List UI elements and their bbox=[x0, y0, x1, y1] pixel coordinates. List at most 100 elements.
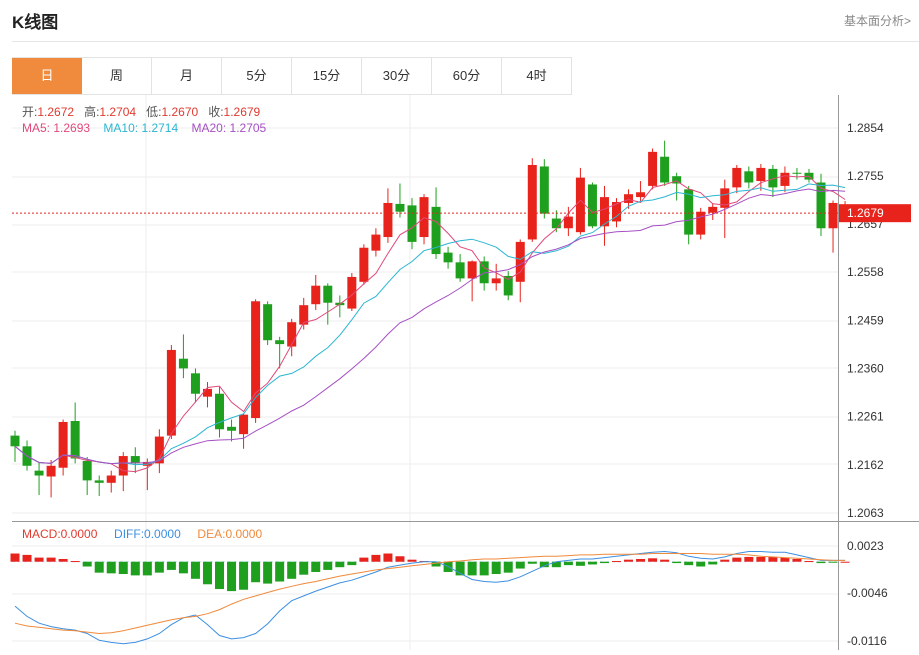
candle-body bbox=[467, 261, 477, 279]
candle-body bbox=[299, 305, 309, 325]
macd-bar bbox=[58, 558, 68, 562]
macd-bar bbox=[239, 561, 249, 590]
macd-bar bbox=[407, 559, 417, 562]
macd-bar bbox=[359, 557, 369, 562]
macd-bar bbox=[142, 561, 152, 576]
tab-day[interactable]: 日 bbox=[12, 58, 82, 94]
candle-body bbox=[648, 151, 658, 186]
macd-bar bbox=[720, 559, 730, 562]
macd-bar bbox=[323, 561, 333, 570]
tab-week[interactable]: 周 bbox=[82, 58, 152, 94]
macd-bar bbox=[648, 558, 658, 562]
candle-body bbox=[347, 276, 357, 309]
macd-bar bbox=[395, 556, 405, 562]
macd-bar bbox=[467, 561, 477, 576]
last-price-marker: 1.2679 bbox=[12, 204, 911, 223]
fundamental-analysis-link[interactable]: 基本面分析> bbox=[843, 14, 911, 28]
last-price-label: 1.2679 bbox=[847, 206, 884, 220]
candle-body bbox=[58, 421, 68, 468]
macd-bar bbox=[527, 561, 537, 564]
macd-bar bbox=[94, 561, 104, 573]
macd-bar bbox=[10, 553, 20, 562]
tab-month[interactable]: 月 bbox=[152, 58, 222, 94]
macd-tick-label: 0.0023 bbox=[847, 539, 884, 553]
macd-bar bbox=[539, 561, 549, 568]
macd-bar bbox=[780, 557, 790, 562]
tab-30min[interactable]: 30分 bbox=[362, 58, 432, 94]
macd-bar bbox=[708, 561, 718, 565]
candle-body bbox=[407, 205, 417, 242]
macd-bar bbox=[383, 553, 393, 562]
candle-body bbox=[732, 167, 742, 188]
macd-bar bbox=[202, 561, 212, 585]
candle-body bbox=[323, 285, 333, 303]
macd-bar bbox=[154, 561, 164, 573]
tab-15min[interactable]: 15分 bbox=[292, 58, 362, 94]
ma10-label: MA10: bbox=[103, 121, 139, 135]
candle-body bbox=[491, 278, 501, 284]
high-label: 高: bbox=[84, 105, 100, 119]
low-value: 1.2670 bbox=[161, 105, 199, 119]
candle-body bbox=[202, 388, 212, 397]
macd-tick-label: -0.0046 bbox=[847, 586, 888, 600]
candle-body bbox=[515, 241, 525, 282]
macd-bar bbox=[251, 561, 261, 583]
macd-bar bbox=[215, 561, 225, 590]
candle-body bbox=[154, 436, 164, 464]
candle-body bbox=[431, 206, 441, 255]
macd-bar bbox=[587, 561, 597, 565]
macd-bar bbox=[744, 556, 754, 562]
ma10-value: 1.2714 bbox=[141, 121, 179, 135]
macd-axis: 0.0023 -0.0046 -0.0116 bbox=[847, 539, 888, 648]
macd-bar bbox=[684, 561, 694, 566]
price-tick-label: 1.2755 bbox=[847, 169, 884, 183]
candle-body bbox=[816, 182, 826, 229]
macd-bar bbox=[118, 561, 128, 575]
macd-bar bbox=[660, 559, 670, 562]
macd-bar bbox=[816, 561, 826, 564]
ma20-label: MA20: bbox=[191, 121, 227, 135]
close-value: 1.2679 bbox=[223, 105, 261, 119]
open-value: 1.2672 bbox=[37, 105, 75, 119]
macd-bar bbox=[431, 561, 441, 567]
candle-body bbox=[383, 202, 393, 238]
macd-bar bbox=[22, 554, 32, 562]
candle-body bbox=[539, 166, 549, 214]
tab-4hour[interactable]: 4时 bbox=[502, 58, 572, 94]
candle-body bbox=[744, 171, 754, 183]
candle-body bbox=[792, 172, 802, 174]
macd-bar bbox=[299, 561, 309, 575]
candle-body bbox=[118, 456, 128, 476]
ma5-line bbox=[14, 175, 846, 473]
candle-body bbox=[359, 247, 369, 282]
macd-bar bbox=[46, 557, 56, 562]
candle-body bbox=[227, 426, 237, 431]
candle-body bbox=[636, 192, 646, 198]
macd-bar bbox=[756, 556, 766, 562]
candle-body bbox=[34, 470, 44, 476]
macd-bar bbox=[347, 561, 357, 566]
candle-body bbox=[263, 304, 273, 341]
page-title: K线图 bbox=[12, 13, 59, 32]
tab-60min[interactable]: 60分 bbox=[432, 58, 502, 94]
candle-body bbox=[624, 194, 634, 203]
candle-body bbox=[599, 197, 609, 227]
price-tick-label: 1.2360 bbox=[847, 361, 884, 375]
candle-body bbox=[684, 189, 694, 235]
period-tabs: 日 周 月 5分 15分 30分 60分 4时 bbox=[12, 57, 572, 95]
candle-body bbox=[166, 349, 176, 436]
axes bbox=[12, 95, 919, 650]
macd-bar bbox=[287, 561, 297, 579]
high-value: 1.2704 bbox=[99, 105, 137, 119]
candle-body bbox=[503, 275, 513, 296]
tab-5min[interactable]: 5分 bbox=[222, 58, 292, 94]
diff-line bbox=[14, 550, 846, 645]
candle-body bbox=[10, 435, 20, 447]
price-tick-label: 1.2162 bbox=[847, 458, 884, 472]
macd-bar bbox=[696, 561, 706, 567]
price-tick-label: 1.2854 bbox=[847, 121, 884, 135]
candle-body bbox=[287, 322, 297, 347]
candle-body bbox=[419, 197, 429, 238]
macd-bar bbox=[612, 561, 621, 563]
